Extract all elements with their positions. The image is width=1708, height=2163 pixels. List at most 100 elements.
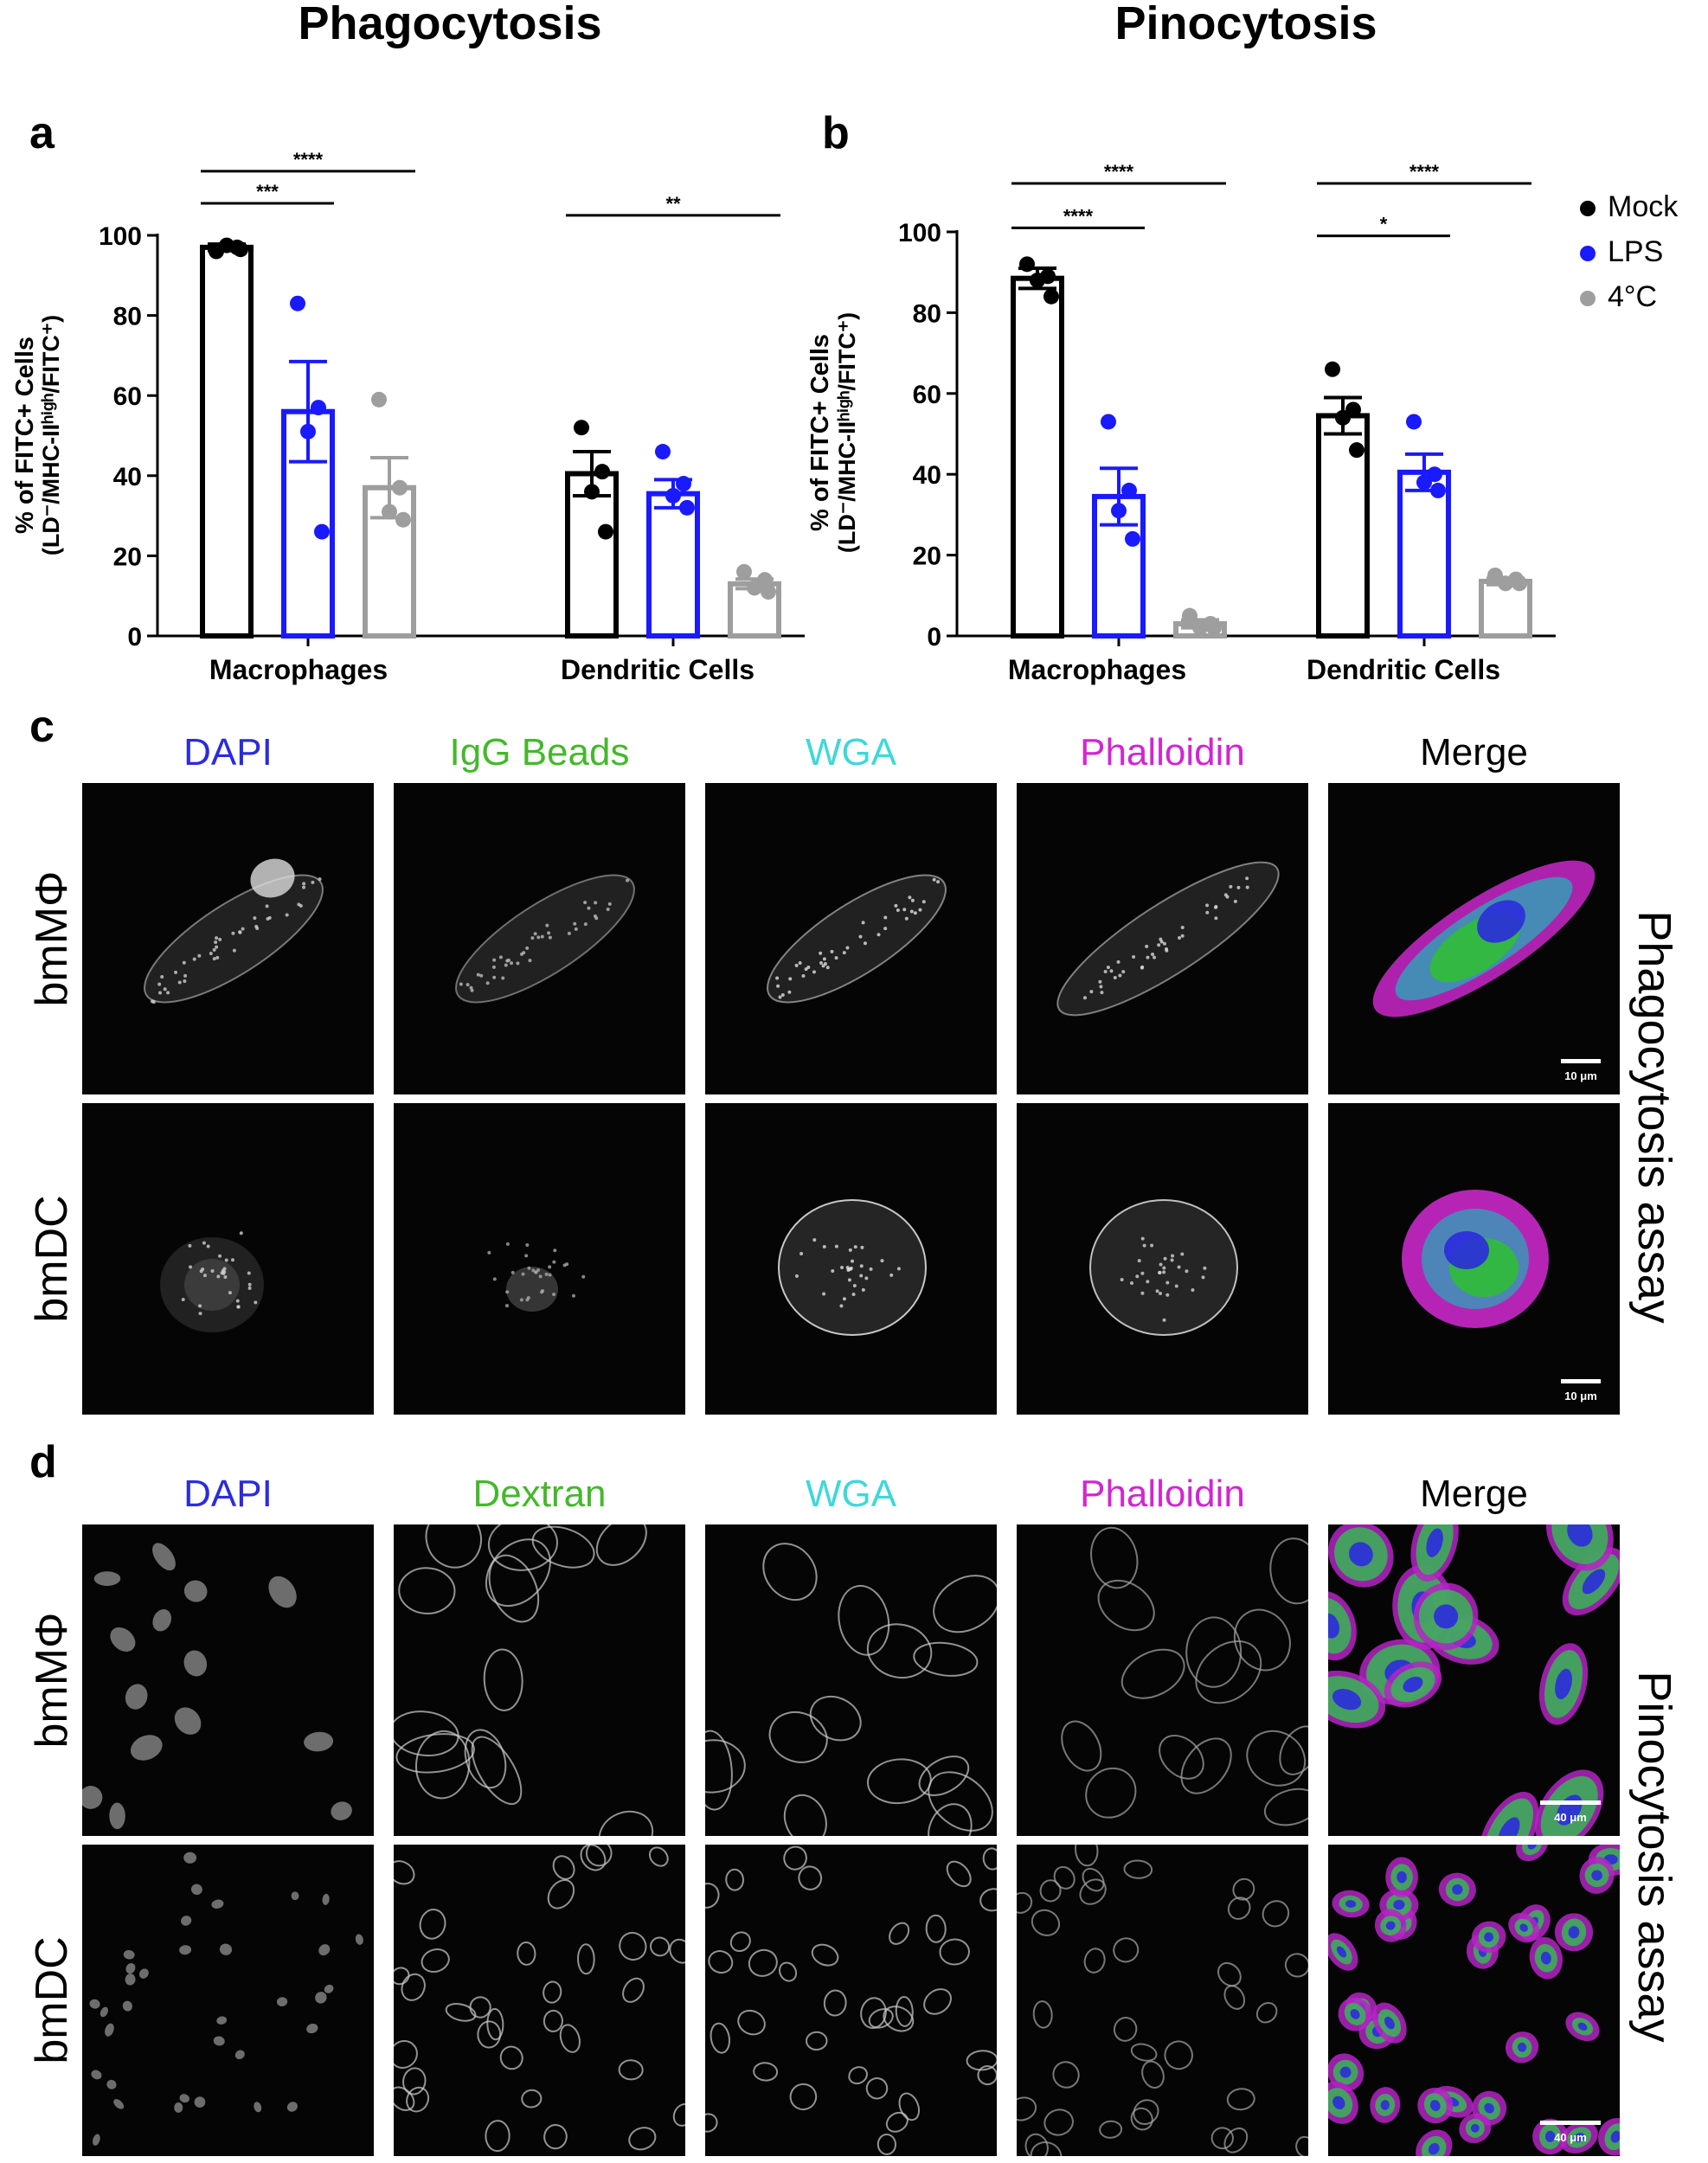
significance-label: **** — [1063, 205, 1094, 227]
data-point — [300, 423, 316, 440]
chart-a-phagocytosis: 0 20 40 60 80 100 % of FITC+ Cells (LD⁻/MHC-IIʰ… — [11, 149, 805, 685]
column-header-phal: Phalloidin — [1080, 731, 1245, 773]
micrograph-image — [1402, 1190, 1549, 1328]
y-axis-label-line1: % of FITC+ Cells — [11, 337, 39, 534]
y-tick-label: 0 — [127, 623, 142, 651]
y-tick-label: 80 — [913, 299, 941, 328]
y-axis-label-line2: (LD⁻/MHC-IIʰⁱᵍʰ/FITC⁺) — [38, 315, 64, 555]
scale-bar-label: 10 μm — [1564, 1069, 1597, 1082]
y-tick-label: 100 — [99, 222, 142, 251]
row-label-bmdc: bmDC — [27, 1195, 77, 1323]
micrograph-merge: 10 μm — [1328, 1103, 1620, 1415]
x-tick-label: Dendritic Cells — [1307, 654, 1500, 685]
y-tick-label: 20 — [913, 542, 941, 571]
scale-bar-label: 10 μm — [1564, 1390, 1597, 1402]
data-point — [574, 420, 589, 436]
scale-bar — [1540, 1800, 1601, 1805]
data-point — [665, 487, 681, 504]
row-label-bmdc: bmDC — [27, 1936, 77, 2064]
significance-label: **** — [1104, 161, 1134, 183]
micrograph-image — [487, 1242, 586, 1312]
x-tick-label: Macrophages — [209, 654, 388, 685]
data-point — [1182, 607, 1198, 624]
micrograph-wga — [705, 1524, 997, 1836]
column-header-merge: Merge — [1420, 1473, 1528, 1515]
scale-bar — [1561, 1379, 1601, 1383]
micrograph-bead — [394, 1524, 685, 1836]
micrograph-image — [1056, 861, 1280, 1017]
significance-label: ** — [665, 193, 681, 215]
data-point — [584, 484, 600, 500]
significance-label: **** — [293, 149, 324, 170]
data-point — [594, 464, 610, 480]
micrograph-image — [82, 1543, 352, 1830]
column-header-dapi: DAPI — [183, 731, 273, 773]
data-point — [290, 295, 305, 311]
micrograph-merge: 10 μm — [1328, 783, 1620, 1094]
micrograph-bead — [394, 1845, 685, 2156]
column-header-dapi: DAPI — [183, 1473, 273, 1515]
data-point — [1111, 503, 1127, 519]
micrograph-phal — [1017, 1103, 1308, 1415]
legend-swatch — [1580, 201, 1596, 217]
data-point — [1498, 575, 1513, 592]
column-header-merge: Merge — [1420, 731, 1528, 773]
micrograph-dapi — [82, 783, 374, 1094]
micrograph-wga — [705, 1103, 997, 1415]
y-axis-label-line1: % of FITC+ Cells — [806, 334, 834, 531]
data-point — [392, 479, 408, 496]
data-point — [1043, 288, 1059, 305]
data-point — [1430, 482, 1446, 498]
column-header-phal: Phalloidin — [1080, 1473, 1245, 1515]
column-header-bead: IgG Beads — [449, 731, 630, 773]
y-tick-label: 40 — [113, 463, 142, 491]
micrograph-image — [1089, 1199, 1238, 1336]
column-header-wga: WGA — [805, 731, 897, 773]
row-label-bmmphi: bmMΦ — [27, 870, 77, 1007]
micrograph-image — [394, 1845, 685, 2153]
y-tick-label: 40 — [913, 461, 941, 490]
micrograph-image — [1328, 1524, 1620, 1836]
data-point — [761, 584, 776, 600]
micrograph-image — [144, 858, 324, 1004]
data-point — [655, 444, 671, 460]
data-point — [395, 511, 411, 528]
micrograph-image — [455, 874, 635, 1004]
data-point — [747, 580, 762, 596]
legend-label: 4°C — [1608, 280, 1658, 313]
pinocytosis-title: Pinocytosis — [1114, 0, 1377, 49]
y-tick-label: 80 — [113, 303, 142, 331]
data-point — [1406, 414, 1422, 430]
micrograph-dapi — [82, 1103, 374, 1415]
panel-letter-a: a — [29, 108, 55, 158]
micrograph-bead — [394, 783, 685, 1094]
micrograph-image — [1328, 1845, 1620, 2156]
column-header-wga: WGA — [805, 1473, 897, 1515]
significance-label: *** — [256, 181, 279, 202]
y-tick-label: 20 — [113, 542, 142, 571]
data-point — [1206, 619, 1222, 636]
legend-swatch — [1580, 246, 1596, 262]
micrograph-phal — [1017, 783, 1308, 1094]
data-point — [736, 563, 752, 580]
data-point — [679, 499, 695, 516]
micrograph-image — [767, 874, 947, 1004]
data-point — [1019, 256, 1035, 273]
y-axis-label: % of FITC+ Cells (LD⁻/MHC-IIʰⁱᵍʰ/FITC⁺) — [806, 312, 860, 553]
assay-label: Pinocytosis assay — [1628, 1671, 1680, 2043]
micrograph-image — [705, 1543, 997, 1836]
data-point — [1030, 273, 1045, 289]
panel-letter-c: c — [29, 702, 55, 752]
legend-item-1: LPS — [1580, 235, 1663, 269]
data-point — [1125, 530, 1140, 547]
y-tick-label: 100 — [898, 219, 941, 247]
micrograph-bead — [394, 1103, 685, 1415]
significance-label: **** — [1409, 161, 1440, 183]
chart-b-pinocytosis: 0 20 40 60 80 100 % of FITC+ Cells (LD⁻/MHC-IIʰ… — [806, 161, 1556, 685]
data-point — [233, 241, 248, 258]
data-point — [311, 400, 326, 416]
y-axis-label-line2: (LD⁻/MHC-IIʰⁱᵍʰ/FITC⁺) — [834, 312, 860, 553]
y-tick-label: 60 — [913, 381, 941, 409]
data-point — [1121, 482, 1137, 498]
legend-item-0: Mock — [1580, 190, 1678, 224]
